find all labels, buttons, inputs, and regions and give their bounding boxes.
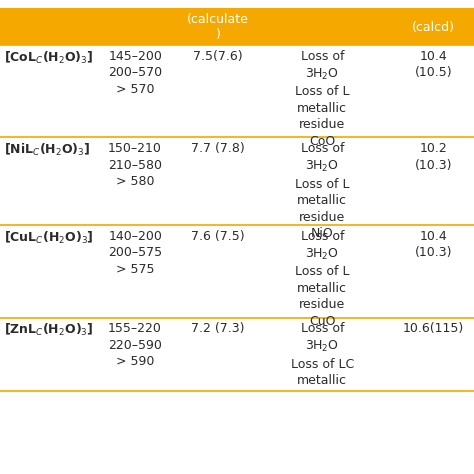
Text: Loss of
3H$_2$O
Loss of LC
metallic: Loss of 3H$_2$O Loss of LC metallic	[291, 322, 354, 387]
Text: 7.5(7.6): 7.5(7.6)	[193, 50, 243, 63]
Text: 10.2
(10.3): 10.2 (10.3)	[415, 142, 453, 172]
Text: 10.6(115): 10.6(115)	[403, 322, 465, 335]
Text: [CuL$_C$(H$_2$O)$_3$]: [CuL$_C$(H$_2$O)$_3$]	[4, 230, 93, 246]
FancyBboxPatch shape	[0, 318, 474, 391]
Text: Loss of
3H$_2$O
Loss of L
metallic
residue
NiO: Loss of 3H$_2$O Loss of L metallic resid…	[295, 142, 349, 240]
Text: [CoL$_C$(H$_2$O)$_3$]: [CoL$_C$(H$_2$O)$_3$]	[4, 50, 93, 66]
Text: (calcd): (calcd)	[412, 21, 455, 34]
Text: 7.7 (7.8): 7.7 (7.8)	[191, 142, 245, 155]
Text: 10.4
(10.5): 10.4 (10.5)	[415, 50, 453, 79]
FancyBboxPatch shape	[0, 225, 474, 318]
Text: 155–220
220–590
> 590: 155–220 220–590 > 590	[108, 322, 162, 368]
Text: [NiL$_C$(H$_2$O)$_3$]: [NiL$_C$(H$_2$O)$_3$]	[4, 142, 90, 158]
Text: Loss of
3H$_2$O
Loss of L
metallic
residue
CuO: Loss of 3H$_2$O Loss of L metallic resid…	[295, 230, 349, 328]
Text: 150–210
210–580
> 580: 150–210 210–580 > 580	[108, 142, 162, 188]
FancyBboxPatch shape	[0, 45, 474, 137]
Text: Loss of
3H$_2$O
Loss of L
metallic
residue
CoO: Loss of 3H$_2$O Loss of L metallic resid…	[295, 50, 349, 148]
FancyBboxPatch shape	[0, 137, 474, 225]
Text: 145–200
200–570
> 570: 145–200 200–570 > 570	[108, 50, 162, 96]
Text: [ZnL$_C$(H$_2$O)$_3$]: [ZnL$_C$(H$_2$O)$_3$]	[4, 322, 93, 338]
Text: 7.2 (7.3): 7.2 (7.3)	[191, 322, 245, 335]
Text: (calculate
): (calculate )	[187, 13, 249, 41]
Text: 7.6 (7.5): 7.6 (7.5)	[191, 230, 245, 243]
Text: 140–200
200–575
> 575: 140–200 200–575 > 575	[108, 230, 162, 276]
Text: 10.4
(10.3): 10.4 (10.3)	[415, 230, 453, 259]
FancyBboxPatch shape	[0, 9, 474, 45]
